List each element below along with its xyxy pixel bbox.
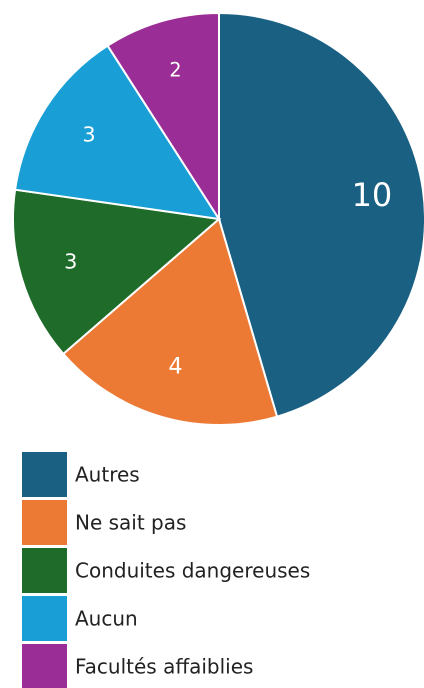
pie-slice (13, 44, 222, 221)
legend-label: Conduites dangereuses (75, 559, 310, 583)
legend-label: Autres (75, 463, 140, 487)
slice-label: 4 (168, 354, 182, 380)
pie-slice (106, 11, 220, 223)
legend-swatch (22, 596, 67, 641)
legend-swatch (22, 548, 67, 593)
legend-label: Ne sait pas (75, 511, 186, 535)
slice-label: 2 (169, 58, 181, 81)
legend-label: Aucun (75, 607, 138, 631)
legend-swatch (22, 500, 67, 545)
legend-swatch (22, 644, 67, 688)
pie-slice (12, 188, 222, 356)
legend-swatch (22, 452, 67, 497)
pie-slice (61, 217, 279, 426)
legend-label: Facultés affaiblies (75, 655, 253, 679)
slice-label: 3 (82, 122, 95, 146)
slice-label: 3 (64, 250, 77, 274)
pie-slice (218, 11, 424, 418)
slice-label: 10 (352, 176, 393, 214)
